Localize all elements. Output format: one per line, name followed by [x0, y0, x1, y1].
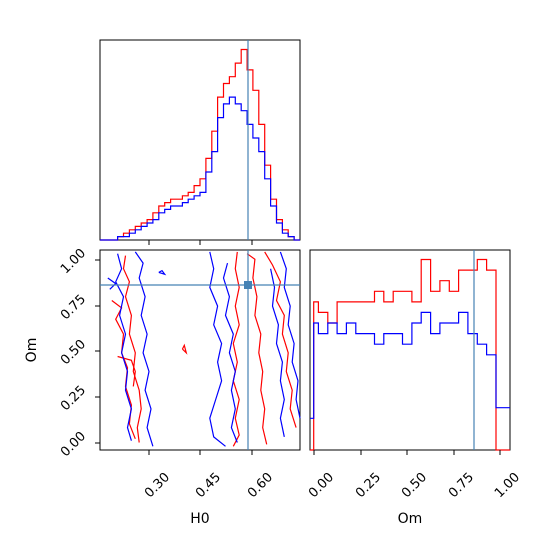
- h0-om-contour-panel: 0.30 0.45 0.60 0.00 0.25 0.50 0.75 1.00 …: [24, 246, 301, 527]
- h0-marginal-frame: [99, 39, 301, 241]
- contour-x-ticks: [148, 450, 253, 455]
- om-marginal-frame: [309, 249, 511, 451]
- om-x-tick-label: 0.25: [353, 470, 384, 501]
- y-axis-label: Om: [24, 338, 40, 363]
- om-x-tick-label: 0.75: [446, 470, 477, 501]
- om-marginal-panel: 0.00 0.25 0.50 0.75 1.00 Om: [306, 249, 523, 527]
- contour-line-1-1: [107, 277, 117, 290]
- y-tick-label: 0.25: [58, 383, 89, 414]
- contour-line-0-1: [111, 300, 136, 440]
- h0-histogram-series: [100, 48, 300, 241]
- om-hist-series-0: [310, 258, 510, 451]
- contour-line-0-2: [117, 355, 136, 387]
- om-x-tick-label: 0.50: [399, 470, 430, 501]
- contour-line-1-5: [222, 262, 238, 443]
- om-x-tick-label: 1.00: [492, 470, 523, 501]
- contour-line-0-6: [264, 251, 297, 428]
- contour-line-1-4: [209, 251, 226, 447]
- contour-y-ticks: [95, 259, 100, 444]
- contour-line-1-6: [279, 251, 301, 419]
- y-tick-label: 0.00: [58, 429, 89, 460]
- contour-line-0-5: [246, 253, 268, 445]
- om-hist-series-1: [310, 311, 510, 419]
- contour-series: [107, 251, 301, 447]
- contour-line-1-0: [115, 253, 133, 441]
- om-histogram-series: [310, 258, 510, 451]
- contour-line-0-3: [181, 343, 188, 355]
- h0-marginal-panel: [99, 39, 301, 245]
- h0-hist-series-1: [100, 96, 300, 241]
- x-axis-label: H0: [190, 511, 209, 527]
- y-tick-label: 1.00: [58, 246, 89, 277]
- y-tick-label: 0.50: [58, 337, 89, 368]
- x-tick-label: 0.45: [193, 470, 224, 501]
- h0-top-ticks: [148, 240, 253, 245]
- contour-line-1-7: [270, 268, 285, 438]
- om-x-ticks: [313, 450, 501, 455]
- contour-line-0-0: [122, 255, 142, 443]
- truth-marker: [244, 281, 252, 289]
- contour-line-1-3: [158, 269, 167, 276]
- y-tick-label: 0.75: [58, 292, 89, 323]
- om-x-axis-label: Om: [398, 511, 423, 527]
- om-x-tick-label: 0.00: [306, 470, 337, 501]
- x-tick-label: 0.30: [142, 470, 173, 501]
- x-tick-label: 0.60: [245, 470, 276, 501]
- contour-line-1-2: [134, 251, 154, 447]
- h0-hist-series-0: [100, 48, 300, 241]
- contour-line-0-4: [232, 251, 240, 447]
